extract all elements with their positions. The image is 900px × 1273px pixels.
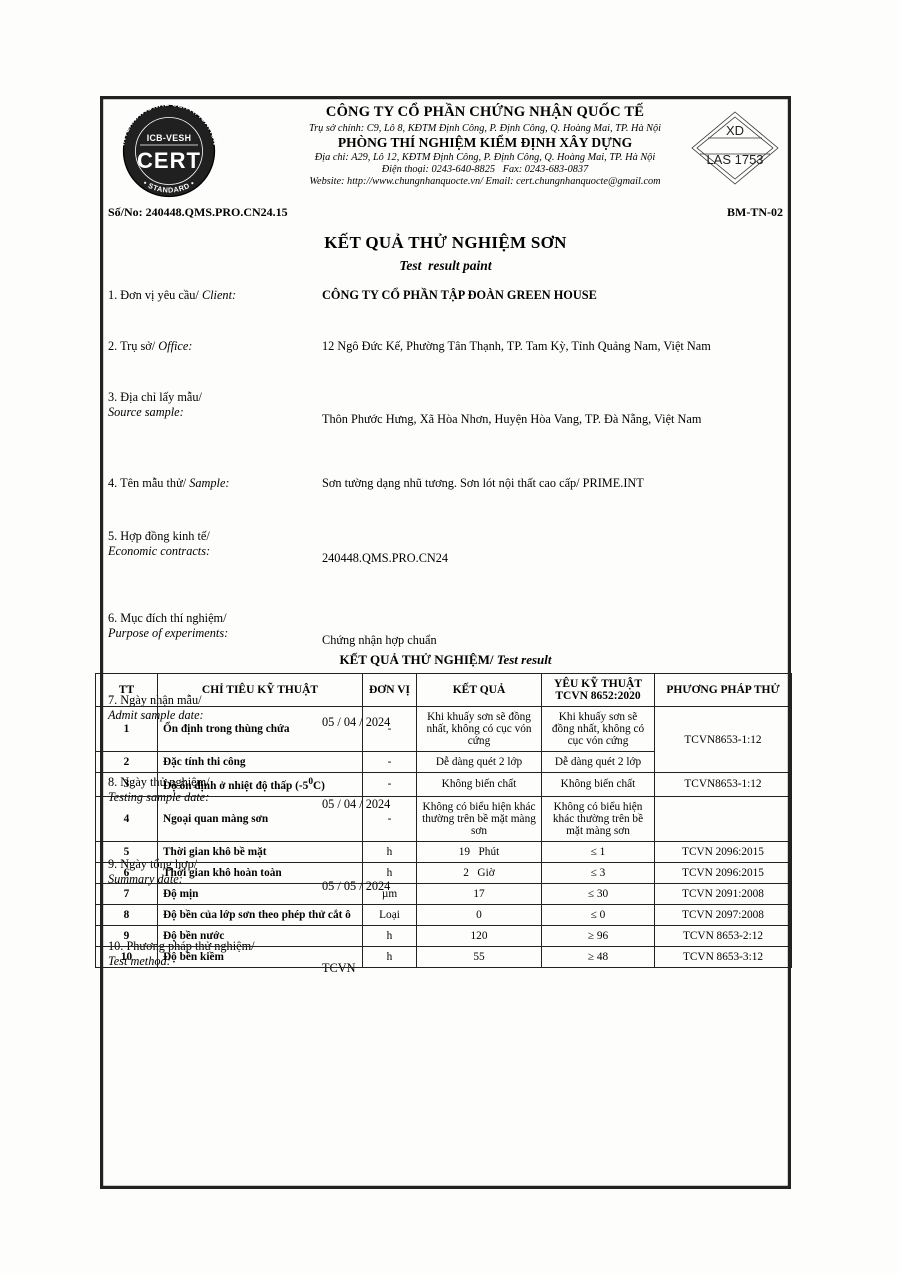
svg-text:LAS 1753: LAS 1753 — [706, 152, 763, 167]
svg-text:ICB-VESH: ICB-VESH — [147, 133, 191, 143]
svg-text:XD: XD — [726, 123, 744, 138]
svg-text:CERT: CERT — [137, 148, 201, 173]
